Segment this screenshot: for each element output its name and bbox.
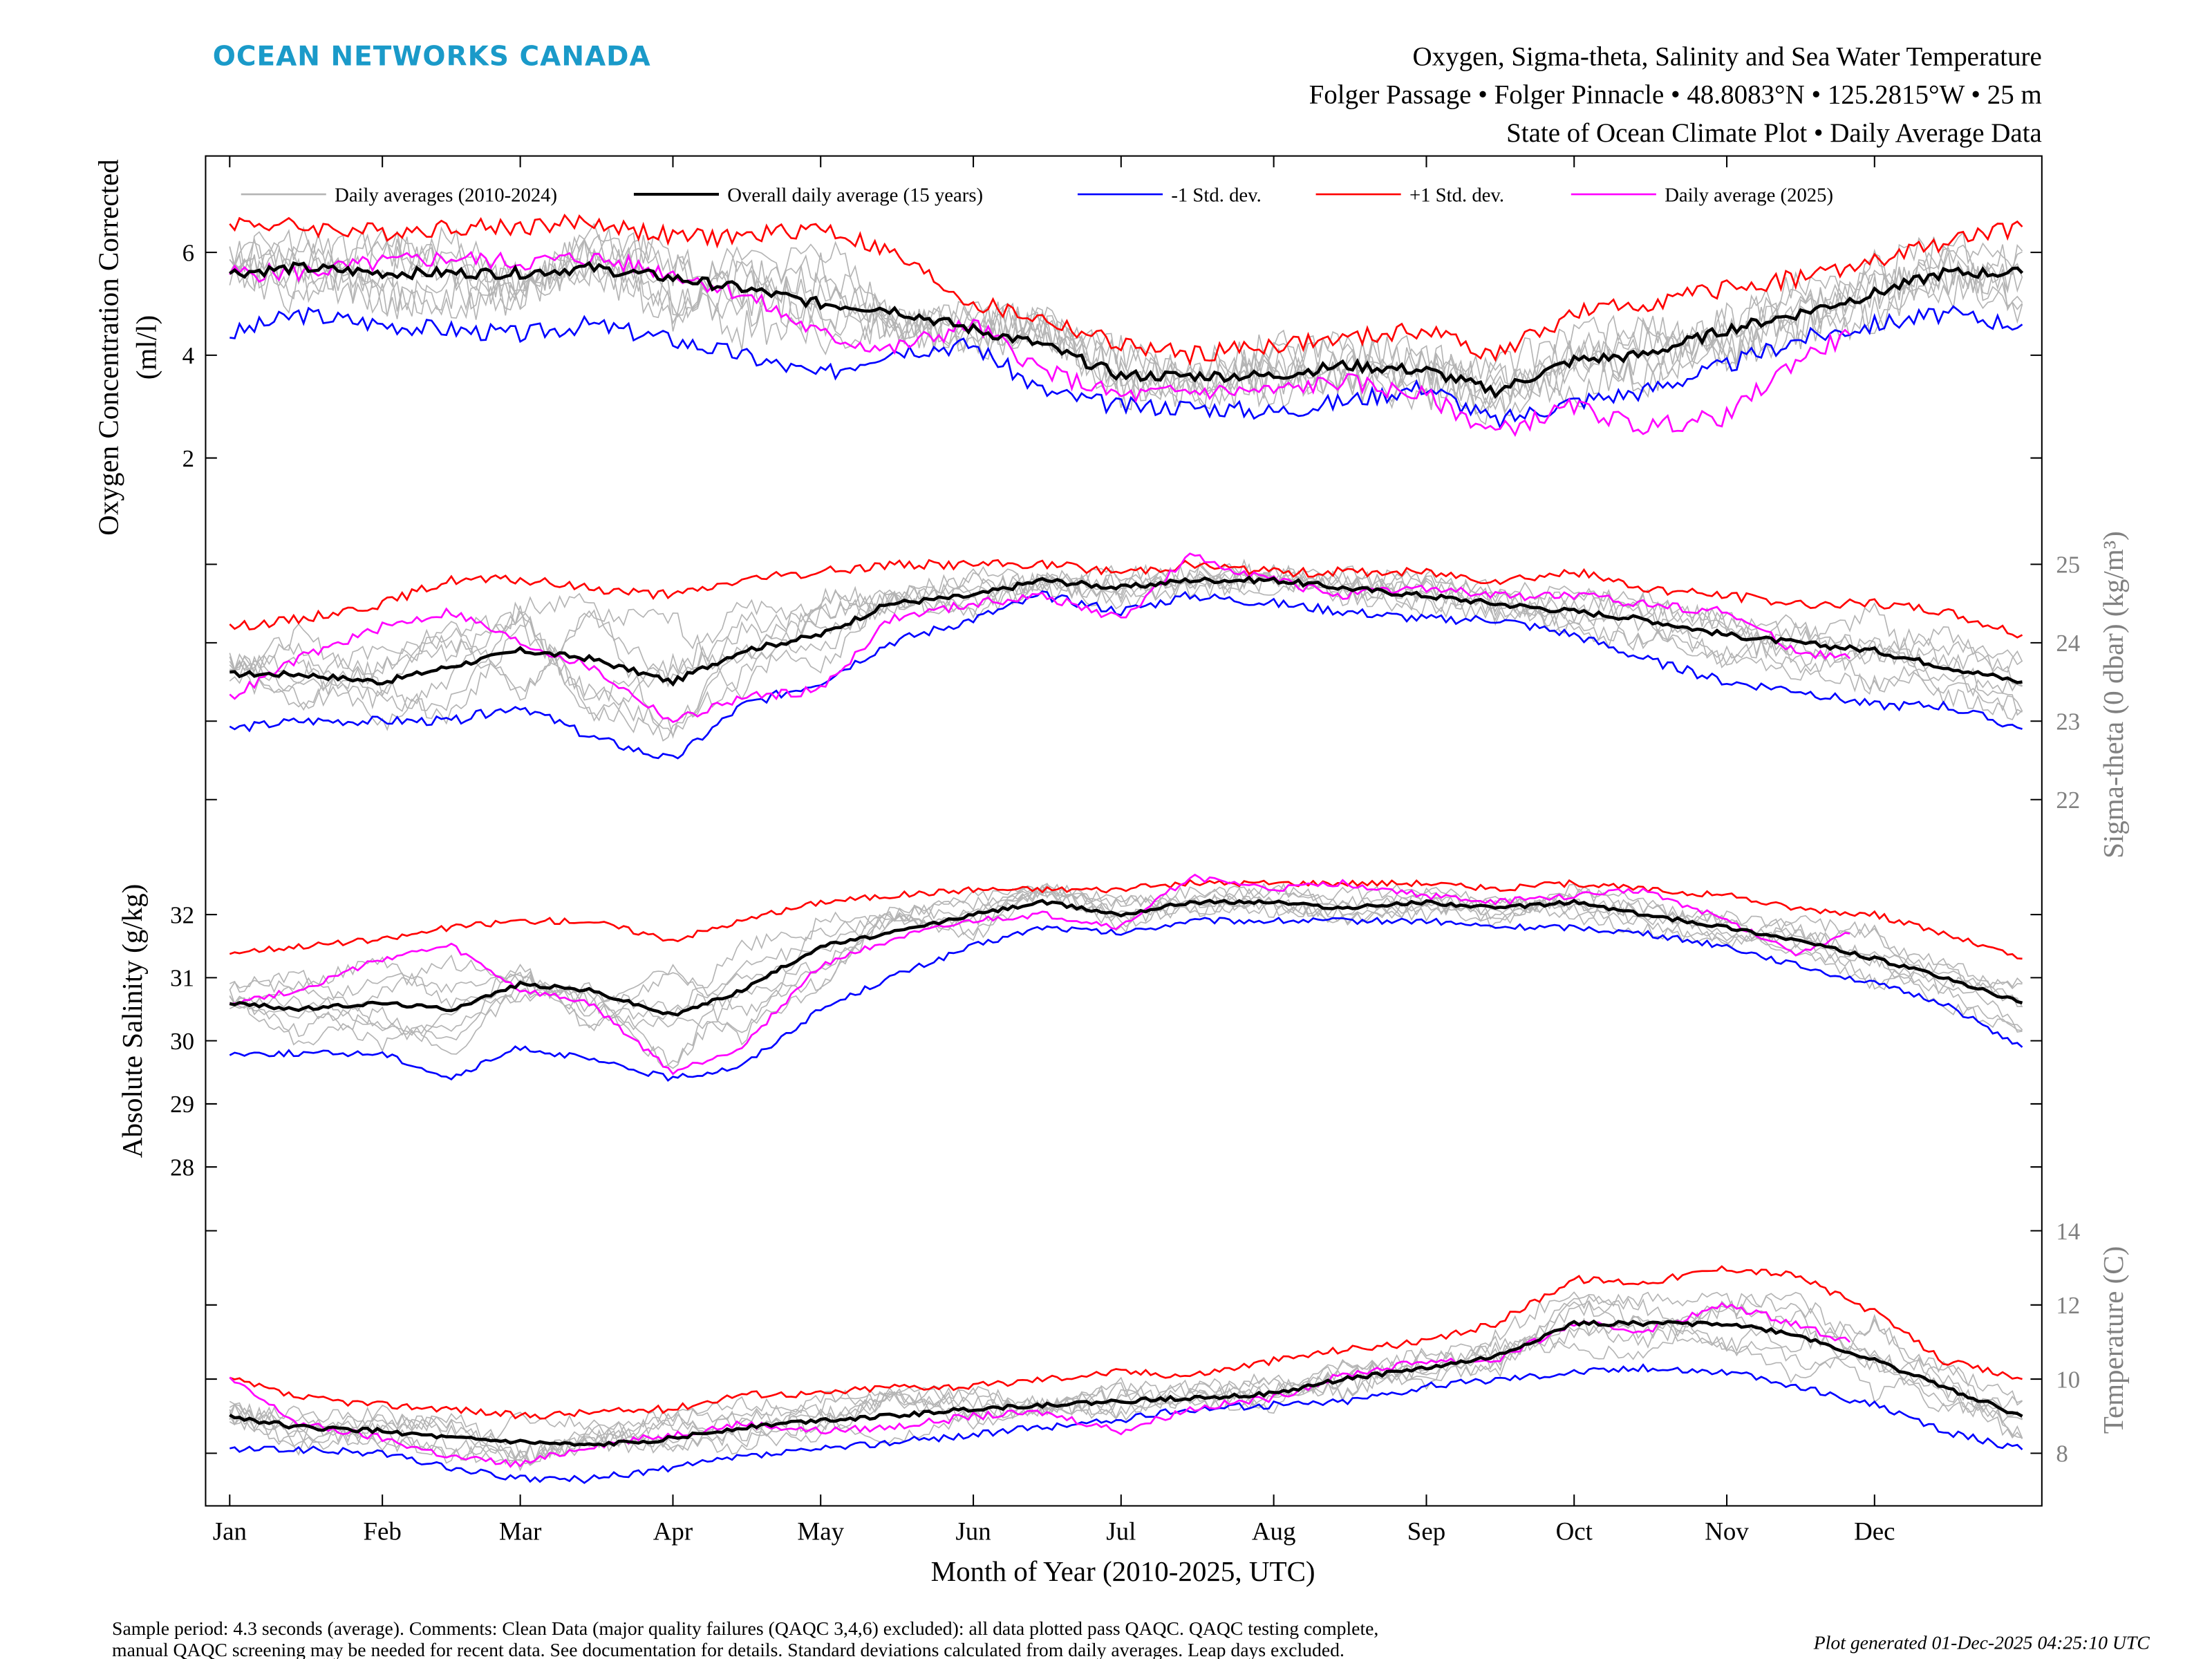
oxygen-tick-label: 2 [182,445,194,472]
legend-label: -1 Std. dev. [1171,184,1261,206]
chart-subtitle-type: State of Ocean Climate Plot • Daily Aver… [1506,118,2042,148]
x-tick-label: Dec [1854,1517,1895,1546]
temperature-daily-average-year-line [229,1291,2023,1464]
salinity-tick-label: 28 [170,1154,194,1181]
sigma-theta-daily-average-year-line [229,561,2023,739]
oxygen-minus-std-line [229,305,2023,431]
sigma-theta-tick-label: 22 [2056,787,2080,814]
chart-title: Oxygen, Sigma-theta, Salinity and Sea Wa… [1412,41,2041,71]
temperature-tick-label: 12 [2056,1292,2080,1319]
x-axis-label: Month of Year (2010-2025, UTC) [931,1555,1315,1587]
chart-subtitle-location: Folger Passage • Folger Pinnacle • 48.80… [1309,80,2042,110]
x-tick-label: Oct [1556,1517,1593,1546]
plot-area [229,213,2024,1484]
salinity-daily-average-year-line [229,882,2023,1036]
salinity-y2025-line [229,873,1850,1076]
sigma-theta-daily-average-year-line [229,559,2023,702]
salinity-ylabel: Absolute Salinity (g/kg) [116,884,148,1158]
oxygen-daily-average-year-line [229,222,2023,402]
x-axis: Jan Feb Mar Apr May Jun Jul Aug Sep Oct Nov Dec [213,156,1895,1546]
legend-label: Daily average (2025) [1665,184,1833,206]
temperature-mean-line [229,1319,2023,1447]
salinity-tick-label: 30 [170,1028,194,1055]
sigma-theta-minus-std-line [229,590,2023,760]
salinity-daily-average-year-line [229,884,2023,1042]
sigma-theta-tick-label: 24 [2056,630,2080,657]
oxygen-tick-label: 6 [182,239,194,266]
x-tick-label: Jan [213,1517,247,1546]
legend-label: Overall daily average (15 years) [727,184,983,206]
x-tick-label: Apr [653,1517,693,1546]
x-tick-label: Mar [499,1517,542,1546]
oxygen-daily-average-year-line [229,236,2023,415]
axes-frame [205,155,2043,1507]
temperature-tick-label: 10 [2056,1366,2080,1393]
salinity-panel [229,873,2023,1082]
sigma-theta-tick-label: 25 [2056,552,2080,579]
x-tick-label: Feb [363,1517,401,1546]
salinity-daily-average-year-line [229,883,2023,1067]
salinity-daily-average-year-line [229,884,2023,1046]
sigma-theta-ylabel: Sigma-theta (0 dbar) (kg/m³) [2097,531,2129,859]
oxygen-ylabel: Oxygen Concentration Corrected [92,159,124,535]
sigma-theta-daily-average-year-line [229,563,2023,737]
salinity-daily-average-year-line [229,883,2023,1053]
onc-logo: OCEAN NETWORKS CANADA [213,41,651,72]
oxygen-plus-std-line [229,213,2023,366]
oxygen-daily-average-year-line [229,238,2023,397]
legend: Daily averages (2010-2024) Overall daily … [241,184,1833,206]
temperature-minus-std-line [229,1363,2023,1484]
x-tick-label: Sep [1407,1517,1445,1546]
salinity-tick-label: 32 [170,901,194,928]
x-tick-label: Nov [1705,1517,1749,1546]
x-tick-label: Jul [1106,1517,1136,1546]
x-tick-label: Jun [955,1517,991,1546]
sigma-theta-daily-average-year-line [229,565,2023,701]
temperature-ylabel: Temperature (C) [2097,1246,2129,1434]
sigma-theta-plus-std-line [229,559,2023,639]
oxygen-mean-line [229,261,2024,400]
sigma-theta-panel [229,552,2023,760]
temperature-tick-label: 8 [2056,1441,2068,1468]
oxygen-tick-label: 4 [182,342,194,369]
sigma-theta-tick-label: 23 [2056,709,2080,735]
oxygen-daily-average-year-line [229,233,2023,414]
oxygen-ylabel-unit: (ml/l) [131,315,162,379]
sigma-theta-daily-average-year-line [229,568,2023,731]
x-tick-label: May [797,1517,844,1546]
plot-generated-timestamp: Plot generated 01-Dec-2025 04:25:10 UTC [1813,1632,2150,1653]
footer-note-line2: manual QAQC screening may be needed for … [112,1639,1344,1659]
salinity-plus-std-line [229,879,2023,960]
temperature-plus-std-line [229,1265,2023,1420]
temperature-daily-average-year-line [229,1313,2023,1465]
temperature-daily-average-year-line [229,1291,2023,1459]
temperature-tick-label: 14 [2056,1218,2080,1245]
salinity-tick-label: 29 [170,1091,194,1118]
footer-note-line1: Sample period: 4.3 seconds (average). Co… [112,1618,1378,1639]
salinity-tick-label: 31 [170,965,194,992]
x-tick-label: Aug [1252,1517,1296,1546]
temperature-panel [229,1265,2023,1484]
temperature-daily-average-year-line [229,1297,2023,1472]
sigma-theta-y2025-line [229,552,1851,724]
legend-label: Daily averages (2010-2024) [335,184,557,206]
salinity-minus-std-line [229,917,2023,1082]
salinity-daily-average-year-line [229,887,2023,1069]
oxygen-panel [229,213,2024,438]
oxygen-y2025-line [229,250,1851,438]
legend-label: +1 Std. dev. [1409,184,1504,206]
salinity-daily-average-year-line [229,883,2023,1038]
salinity-mean-line [229,899,2023,1017]
sigma-theta-mean-line [229,575,2023,687]
